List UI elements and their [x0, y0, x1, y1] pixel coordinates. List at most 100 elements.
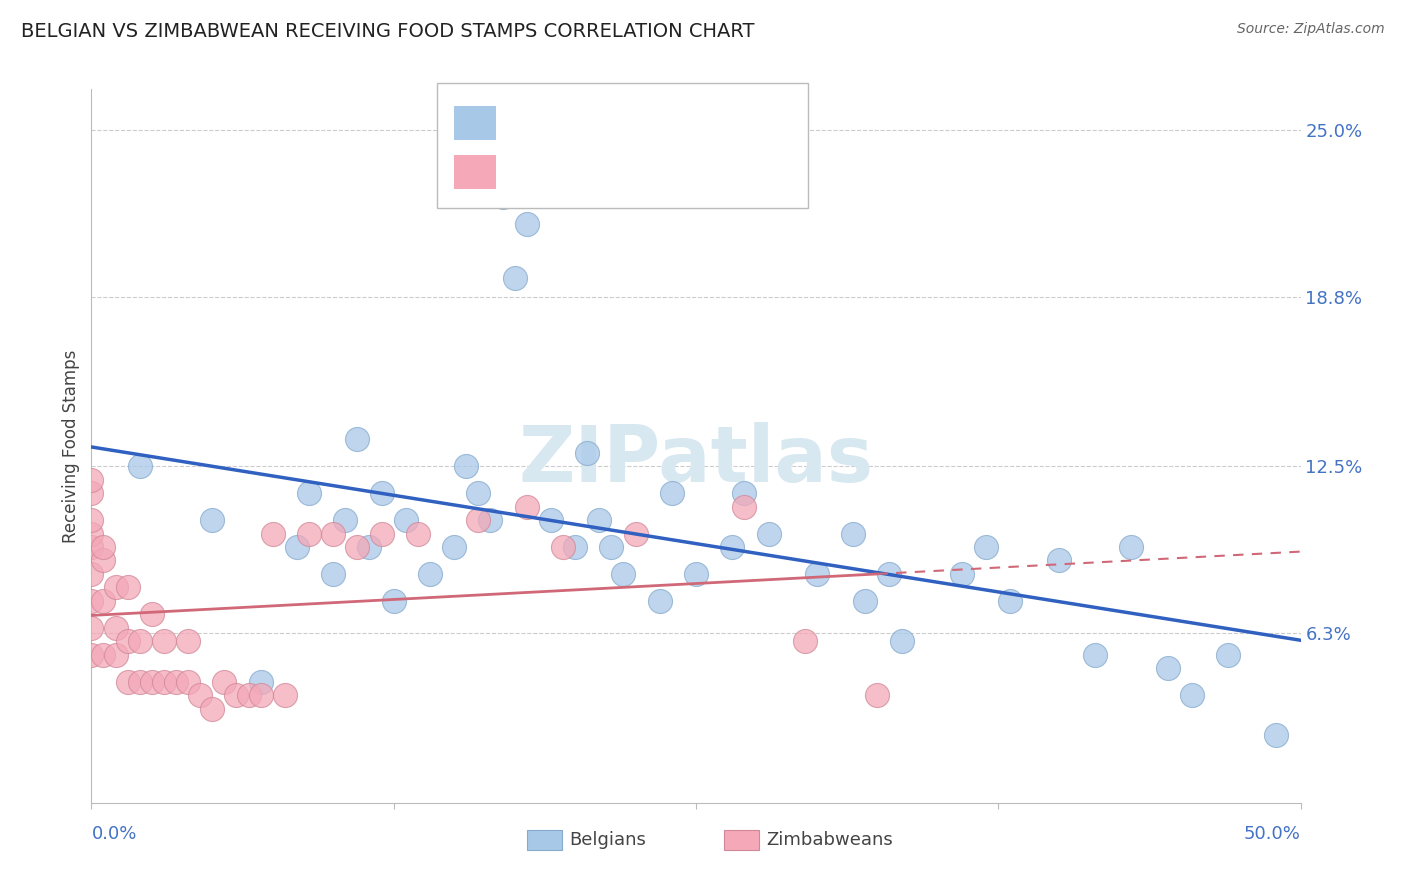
Point	[467, 486, 489, 500]
Point	[93, 594, 115, 608]
Point	[117, 634, 139, 648]
Point	[201, 513, 224, 527]
Text: N =: N =	[626, 114, 665, 132]
Point	[685, 566, 707, 581]
Text: 0.0%: 0.0%	[91, 825, 136, 843]
Point	[274, 688, 297, 702]
Point	[793, 634, 815, 648]
Point	[214, 674, 236, 689]
Point	[80, 526, 103, 541]
Point	[1121, 540, 1143, 554]
Point	[1265, 729, 1288, 743]
Text: 50.0%: 50.0%	[1244, 825, 1301, 843]
Point	[866, 688, 889, 702]
Point	[661, 486, 683, 500]
Point	[853, 594, 876, 608]
Point	[600, 540, 623, 554]
Point	[128, 459, 150, 474]
Point	[80, 486, 103, 500]
Point	[153, 634, 176, 648]
Point	[225, 688, 247, 702]
Point	[249, 674, 271, 689]
Point	[80, 621, 103, 635]
Point	[842, 526, 865, 541]
Text: Source: ZipAtlas.com: Source: ZipAtlas.com	[1237, 22, 1385, 37]
Point	[322, 526, 344, 541]
Point	[80, 540, 103, 554]
Point	[879, 566, 901, 581]
Point	[974, 540, 997, 554]
Text: N =: N =	[626, 163, 665, 181]
Point	[346, 540, 368, 554]
Point	[733, 486, 755, 500]
Text: R =: R =	[505, 163, 550, 181]
Point	[117, 580, 139, 594]
Point	[80, 566, 103, 581]
Point	[359, 540, 381, 554]
Point	[141, 607, 163, 622]
Point	[80, 648, 103, 662]
Point	[80, 473, 103, 487]
Point	[80, 594, 103, 608]
Point	[612, 566, 634, 581]
Point	[93, 553, 115, 567]
Point	[503, 270, 526, 285]
Point	[117, 674, 139, 689]
Point	[141, 674, 163, 689]
Point	[406, 526, 429, 541]
Point	[285, 540, 308, 554]
Text: BELGIAN VS ZIMBABWEAN RECEIVING FOOD STAMPS CORRELATION CHART: BELGIAN VS ZIMBABWEAN RECEIVING FOOD STA…	[21, 22, 755, 41]
Point	[479, 513, 502, 527]
Point	[733, 500, 755, 514]
Point	[177, 674, 200, 689]
Point	[758, 526, 780, 541]
Point	[104, 648, 127, 662]
Point	[1047, 553, 1070, 567]
Point	[93, 540, 115, 554]
Point	[950, 566, 973, 581]
Point	[467, 513, 489, 527]
Point	[419, 566, 441, 581]
Point	[128, 674, 150, 689]
Point	[721, 540, 744, 554]
Point	[1156, 661, 1178, 675]
Point	[551, 540, 574, 554]
Point	[1000, 594, 1022, 608]
Point	[335, 513, 357, 527]
Point	[624, 526, 647, 541]
Text: 47: 47	[662, 113, 689, 133]
Point	[370, 526, 392, 541]
Point	[165, 674, 187, 689]
Point	[588, 513, 610, 527]
Point	[806, 566, 828, 581]
Text: 48: 48	[662, 162, 689, 182]
Point	[298, 486, 321, 500]
Point	[382, 594, 405, 608]
Text: Zimbabweans: Zimbabweans	[766, 831, 893, 849]
Point	[491, 190, 513, 204]
Point	[395, 513, 418, 527]
Point	[576, 446, 599, 460]
Point	[177, 634, 200, 648]
Point	[104, 580, 127, 594]
Point	[249, 688, 271, 702]
Y-axis label: Receiving Food Stamps: Receiving Food Stamps	[62, 350, 80, 542]
Point	[443, 540, 465, 554]
Point	[346, 432, 368, 446]
Point	[1216, 648, 1239, 662]
Text: R =: R =	[505, 114, 544, 132]
Point	[890, 634, 912, 648]
Point	[1084, 648, 1107, 662]
Point	[128, 634, 150, 648]
Text: Belgians: Belgians	[569, 831, 647, 849]
Point	[153, 674, 176, 689]
Point	[1181, 688, 1204, 702]
Text: -0.357: -0.357	[548, 113, 617, 133]
Point	[188, 688, 211, 702]
Text: ZIPatlas: ZIPatlas	[519, 422, 873, 499]
Point	[298, 526, 321, 541]
Point	[104, 621, 127, 635]
Point	[540, 513, 562, 527]
Point	[456, 459, 478, 474]
Point	[238, 688, 260, 702]
